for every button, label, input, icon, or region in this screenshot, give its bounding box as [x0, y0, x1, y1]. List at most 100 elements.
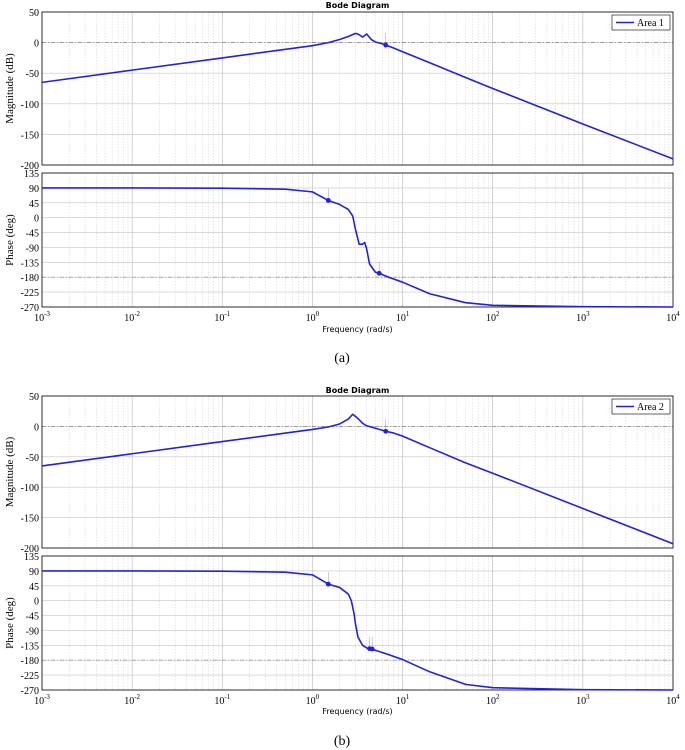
x-tick-label: 103	[576, 310, 590, 324]
y-tick-label: -45	[26, 612, 39, 623]
x-tick-exponent: -2	[134, 693, 140, 701]
y-tick-label: 0	[34, 597, 39, 608]
x-tick-exponent: -1	[224, 310, 230, 318]
x-tick-label: 10-2	[124, 693, 140, 707]
data-marker	[383, 428, 389, 434]
y-tick-label: 45	[29, 199, 39, 210]
y-tick-label: 45	[29, 582, 39, 593]
x-tick-base: 10	[486, 696, 496, 707]
plot-area	[42, 12, 673, 165]
y-tick-label: -180	[21, 273, 39, 284]
chart-title: Bode Diagram	[326, 386, 390, 395]
y-tick-label: -150	[21, 130, 39, 141]
x-tick-exponent: 2	[496, 693, 500, 701]
y-tick-label: -150	[21, 514, 39, 525]
y-tick-label: -225	[21, 671, 39, 682]
x-tick-base: 10	[124, 696, 134, 707]
magnitude-panel: 50 0 -50 -100 -150 -200 Magnitude (dB) Area 2	[4, 392, 674, 555]
x-tick-label: 103	[576, 693, 590, 707]
y-tick-label: -225	[21, 288, 39, 299]
y-tick-label: -135	[21, 258, 39, 269]
x-tick-exponent: 3	[586, 310, 590, 318]
x-tick-base: 10	[396, 696, 406, 707]
x-tick-label: 100	[306, 310, 320, 324]
x-tick-exponent: 3	[586, 693, 590, 701]
x-tick-base: 10	[34, 313, 44, 324]
x-tick-exponent: -1	[224, 693, 230, 701]
x-tick-label: 101	[396, 693, 410, 707]
x-tick-exponent: 4	[676, 310, 680, 318]
caption-b: (b)	[334, 734, 351, 749]
x-tick-exponent: 1	[406, 693, 410, 701]
legend-box	[611, 398, 671, 415]
x-tick-exponent: 4	[676, 693, 680, 701]
y-tick-label: -180	[21, 656, 39, 667]
bode-chart-a: Bode Diagram500-50-100-150-200Magnitude …	[4, 1, 680, 334]
x-axis-label: Frequency (rad/s)	[322, 325, 392, 334]
x-tick-label: 102	[486, 693, 500, 707]
x-tick-label: 100	[306, 693, 320, 707]
x-tick-base: 10	[306, 313, 316, 324]
legend-label: Area 2	[637, 402, 664, 413]
y-axis-label: Phase (deg)	[4, 597, 16, 649]
magnitude-panel: 50 0 -50 -100 -150 -200 Magnitude (dB) Area 1	[4, 8, 674, 172]
y-tick-label: -270	[21, 303, 39, 314]
series-line	[42, 187, 674, 308]
x-tick-exponent: -2	[134, 310, 140, 318]
x-tick-label: 10-3	[34, 310, 50, 324]
x-tick-base: 10	[214, 313, 224, 324]
x-tick-base: 10	[576, 696, 586, 707]
series-line	[41, 32, 674, 160]
y-tick-label: -270	[21, 686, 39, 697]
y-axis-label: Magnitude (dB)	[4, 436, 16, 507]
y-axis-label: Magnitude (dB)	[4, 53, 16, 124]
y-tick-label: -100	[21, 483, 39, 494]
y-tick-label: -200	[21, 161, 39, 172]
y-tick-label: -90	[26, 626, 39, 637]
x-tick-base: 10	[576, 313, 586, 324]
x-tick-base: 10	[34, 696, 44, 707]
x-tick-base: 10	[666, 313, 676, 324]
axes-frame	[41, 395, 674, 549]
x-tick-label: 10-1	[214, 693, 230, 707]
x-tick-exponent: 1	[406, 310, 410, 318]
x-tick-base: 10	[486, 313, 496, 324]
x-tick-label: 104	[666, 693, 680, 707]
y-tick-label: -50	[26, 453, 39, 464]
x-tick-exponent: 0	[316, 693, 320, 701]
x-axis-label: Frequency (rad/s)	[322, 707, 392, 716]
y-tick-label: 0	[34, 39, 39, 50]
data-marker	[376, 270, 382, 276]
plot-area	[42, 396, 673, 548]
x-tick-label: 10-1	[214, 310, 230, 324]
x-tick-exponent: -3	[44, 310, 50, 318]
data-marker	[383, 42, 389, 48]
y-axis-label: Phase (deg)	[4, 214, 16, 266]
x-tick-base: 10	[396, 313, 406, 324]
y-tick-label: 50	[29, 8, 39, 19]
plot-area	[42, 556, 673, 690]
series-line	[42, 570, 674, 691]
x-tick-base: 10	[306, 696, 316, 707]
x-tick-label: 10-3	[34, 693, 50, 707]
y-tick-label: -135	[21, 641, 39, 652]
caption-a: (a)	[334, 351, 350, 366]
y-tick-label: -100	[21, 100, 39, 111]
y-tick-label: 90	[29, 567, 39, 578]
phase-panel: 135 90 45 0 -45 -90 -135 -180 -225 -270 Phase (deg…	[4, 552, 680, 707]
axes-frame	[41, 172, 674, 308]
x-tick-label: 10-2	[124, 310, 140, 324]
x-tick-exponent: -3	[44, 693, 50, 701]
y-tick-label: 0	[34, 214, 39, 225]
chart-title: Bode Diagram	[326, 1, 390, 10]
data-marker	[325, 198, 331, 203]
bode-chart-b: Bode Diagram500-50-100-150-200Magnitude …	[4, 386, 680, 716]
y-tick-label: 135	[24, 169, 39, 180]
y-tick-label: 90	[29, 184, 39, 195]
axes-frame	[41, 555, 674, 691]
y-tick-label: 0	[34, 422, 39, 433]
legend-box	[611, 14, 671, 31]
data-marker	[325, 581, 331, 587]
x-tick-label: 102	[486, 310, 500, 324]
